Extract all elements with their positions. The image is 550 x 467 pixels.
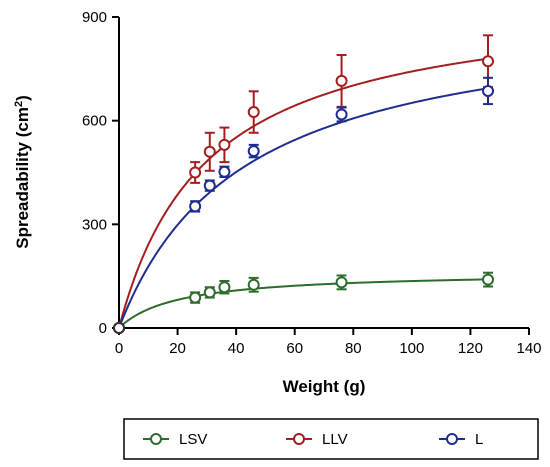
series-l xyxy=(113,76,494,334)
x-tick-label: 80 xyxy=(345,340,362,357)
y-axis-title-superscript: 2 xyxy=(13,101,25,107)
fit-curve-lsv xyxy=(118,278,489,329)
y-tick-label: 300 xyxy=(82,216,107,233)
data-point xyxy=(203,145,216,158)
plot-axes: 0 300 600 900 0 20 40 60 80 100 120 140 xyxy=(82,9,542,357)
legend-marker-lsv xyxy=(150,433,162,445)
x-axis-title: Weight (g) xyxy=(283,377,366,396)
data-point xyxy=(247,145,260,158)
data-point xyxy=(189,291,202,304)
data-point xyxy=(203,286,216,299)
data-point xyxy=(482,273,494,286)
data-point xyxy=(218,138,231,151)
x-tick-label: 60 xyxy=(286,340,303,357)
data-point xyxy=(482,84,494,97)
plot-series xyxy=(113,34,494,334)
series-llv xyxy=(113,34,494,334)
x-tick-label: 20 xyxy=(169,340,186,357)
y-tick-label: 900 xyxy=(82,9,107,26)
data-point xyxy=(203,179,216,192)
fit-curve-l xyxy=(118,87,489,329)
x-tick-label: 0 xyxy=(115,340,123,357)
y-tick-label: 0 xyxy=(99,320,107,337)
data-point xyxy=(247,106,260,119)
legend-label-l: L xyxy=(475,431,483,448)
data-point xyxy=(335,276,348,289)
legend-box xyxy=(123,418,539,460)
legend-marker-l xyxy=(446,433,458,445)
data-point xyxy=(189,166,202,179)
data-point xyxy=(218,165,231,178)
fit-curve-llv xyxy=(118,57,489,329)
series-lsv xyxy=(113,271,494,334)
y-tick-label: 600 xyxy=(82,113,107,130)
data-point xyxy=(247,278,260,291)
legend-marker-llv xyxy=(293,433,305,445)
y-axis-title-close: ) xyxy=(13,95,32,101)
x-tick-label: 40 xyxy=(228,340,245,357)
data-point xyxy=(189,200,202,213)
data-point xyxy=(113,322,125,334)
legend-label-lsv: LSV xyxy=(179,431,207,448)
x-tick-label: 120 xyxy=(458,340,483,357)
data-point xyxy=(218,281,231,294)
x-tick-label: 140 xyxy=(516,340,541,357)
legend: LSV LLV L xyxy=(123,418,539,460)
y-axis-title: Spreadability (cm2) xyxy=(13,95,32,249)
data-point xyxy=(335,108,348,121)
x-tick-label: 100 xyxy=(399,340,424,357)
legend-label-llv: LLV xyxy=(322,431,348,448)
data-point xyxy=(335,74,348,87)
data-point xyxy=(482,55,494,68)
y-axis-title-main: Spreadability (cm xyxy=(13,107,32,249)
